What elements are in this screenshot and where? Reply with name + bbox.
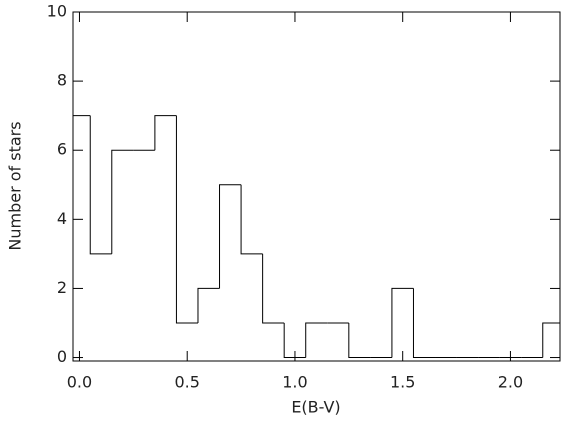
histogram-step bbox=[154, 115, 177, 151]
histogram-step bbox=[391, 287, 414, 358]
x-tick-label: 1.0 bbox=[282, 373, 307, 392]
y-tick-label: 6 bbox=[57, 140, 67, 159]
y-tick-label: 8 bbox=[57, 71, 67, 90]
histogram-step bbox=[240, 184, 263, 255]
histogram-step bbox=[283, 322, 306, 359]
y-tick-label: 2 bbox=[57, 278, 67, 297]
histogram-step bbox=[262, 253, 285, 324]
histogram-step bbox=[542, 322, 560, 358]
histogram-step bbox=[197, 287, 220, 323]
histogram-step bbox=[73, 115, 91, 117]
plot-frame bbox=[72, 11, 561, 362]
y-tick-label: 0 bbox=[57, 347, 67, 366]
histogram-step bbox=[175, 115, 198, 324]
histogram-step bbox=[111, 149, 134, 254]
histogram-step bbox=[305, 322, 328, 358]
histogram-step bbox=[219, 184, 242, 289]
y-tick-label: 4 bbox=[57, 209, 67, 228]
y-axis-label: Number of stars bbox=[6, 121, 25, 250]
x-tick-label: 0.5 bbox=[174, 373, 199, 392]
x-axis-label: E(B-V) bbox=[291, 398, 340, 417]
histogram-step bbox=[412, 288, 436, 359]
histogram bbox=[73, 115, 560, 359]
x-tick-label: 0.0 bbox=[67, 373, 92, 392]
histogram-step bbox=[348, 322, 371, 359]
x-tick-label: 1.5 bbox=[390, 373, 415, 392]
y-tick-label: 10 bbox=[47, 2, 67, 21]
x-tick-label: 2.0 bbox=[498, 373, 523, 392]
histogram-step bbox=[89, 115, 112, 255]
